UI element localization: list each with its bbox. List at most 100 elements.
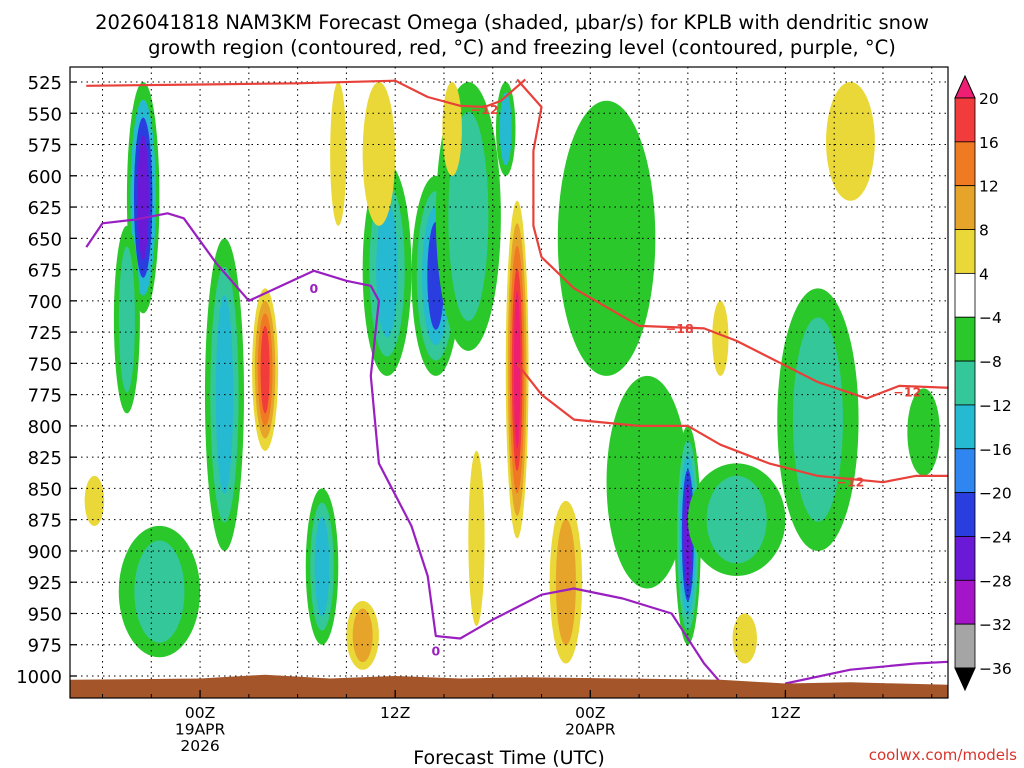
chart-title-line2: growth region (contoured, red, °C) and f… [148,36,896,59]
omega-feature-5 [305,488,339,645]
omega-feature-25 [84,475,105,526]
omega-feature-24 [330,82,347,226]
y-tick-label: 1000 [16,667,62,688]
omega-shading [84,82,940,670]
contour-line-2 [516,362,948,484]
x-tick-label: 19APR [175,721,226,739]
y-tick-label: 975 [28,636,62,657]
y-tick-label: 900 [28,542,62,563]
omega-feature-1 [252,288,279,451]
omega-contour-band [826,82,875,201]
colorbar-label: −36 [979,660,1012,678]
terrain-fill [70,674,948,698]
colorbar-label: −32 [979,616,1012,634]
colorbar-swatch [954,185,976,230]
colorbar-swatch [954,97,976,143]
omega-contour-band [907,388,940,476]
colorbar-label: −28 [979,572,1012,590]
x-tick-label: 12Z [380,704,410,722]
x-tick-label: 00Z [575,704,605,722]
omega-feature-3 [113,225,140,414]
omega-feature-23 [712,300,729,376]
contour-line-1 [516,78,948,400]
y-tick-label: 700 [28,292,62,313]
omega-contour-band [352,608,373,663]
omega-contour-band [84,475,105,526]
omega-feature-9 [505,200,529,539]
omega-feature-10 [495,82,516,176]
y-tick-label: 800 [28,417,62,438]
chart-title-line1: 2026041818 NAM3KM Forecast Omega (shaded… [95,11,929,34]
colorbar-label: 16 [979,134,999,152]
colorbar-swatch [954,579,976,625]
colorbar-swatch [954,536,976,581]
colorbar-label: 4 [979,265,989,283]
omega-contour-band [712,300,729,376]
omega-contour-band [442,82,462,176]
colorbar-swatch [954,623,976,669]
plot-area: −12 −18 −12 −12 0 0 [70,67,948,698]
contour-label: −12 [893,385,921,400]
omega-contour-band [606,375,688,589]
y-tick-label: 950 [28,604,62,625]
y-tick-label: 675 [28,261,62,282]
omega-feature-4 [118,525,201,658]
omega-feature-11 [557,100,656,376]
y-tick-label: 825 [28,448,62,469]
y-tick-label: 725 [28,323,62,344]
omega-feature-21 [826,82,875,201]
y-tick-label: 775 [28,386,62,407]
colorbar-label: −24 [979,528,1012,546]
colorbar-swatch [954,360,976,406]
omega-feature-19 [362,82,396,226]
colorbar-label: −4 [979,309,1002,327]
colorbar-label: 20 [979,90,999,108]
plot-frame [69,66,949,699]
y-tick-label: 525 [28,73,62,94]
colorbar-label: −16 [979,441,1012,459]
omega-contour-band [376,201,398,338]
omega-feature-18 [346,600,379,670]
omega-contour-band [792,317,843,522]
colorbar-label: −8 [979,353,1002,371]
omega-contour-band [118,246,135,393]
colorbar-arrow-top [954,74,976,99]
colorbar: 20 16 12 8 4 −4 −8 −12 −16 −20 −24 −28 −32 −36 [954,74,1012,692]
omega-contour-band [468,450,485,626]
x-tick-label: 12Z [770,704,800,722]
omega-feature-15 [777,288,859,551]
omega-feature-16 [907,388,940,476]
x-tick-label: 2026 [180,737,219,755]
contour-label: −12 [837,475,865,490]
colorbar-label: −20 [979,485,1012,503]
contour-label: 0 [431,643,440,658]
contour-line-4 [785,660,948,685]
omega-contour-band [134,540,185,643]
colorbar-swatch [954,272,976,318]
omega-feature-27 [468,450,485,626]
y-tick-label: 875 [28,511,62,532]
omega-contour-band [513,290,521,449]
omega-contour-band [499,92,512,166]
omega-contour-band [314,516,330,617]
omega-contour-band [260,325,270,414]
x-axis-label: Forecast Time (UTC) [413,747,604,768]
omega-contour-band [330,82,347,226]
y-tick-label: 600 [28,167,62,188]
y-tick-label: 925 [28,573,62,594]
y-tick-label: 750 [28,354,62,375]
y-tick-label: 575 [28,136,62,157]
colorbar-label: 8 [979,222,989,240]
colorbar-label: −12 [979,397,1012,415]
omega-contour-band [362,82,396,226]
colorbar-swatch [954,404,976,450]
watermark: coolwx.com/models [869,746,1017,764]
omega-feature-12 [606,375,688,589]
temperature-contours: −12 −18 −12 −12 0 0 [85,78,948,685]
omega-contour-band [732,613,757,664]
omega-feature-20 [442,82,462,176]
contour-line-0 [86,78,527,109]
y-tick-label: 625 [28,198,62,219]
x-tick-label: 20APR [565,721,616,739]
